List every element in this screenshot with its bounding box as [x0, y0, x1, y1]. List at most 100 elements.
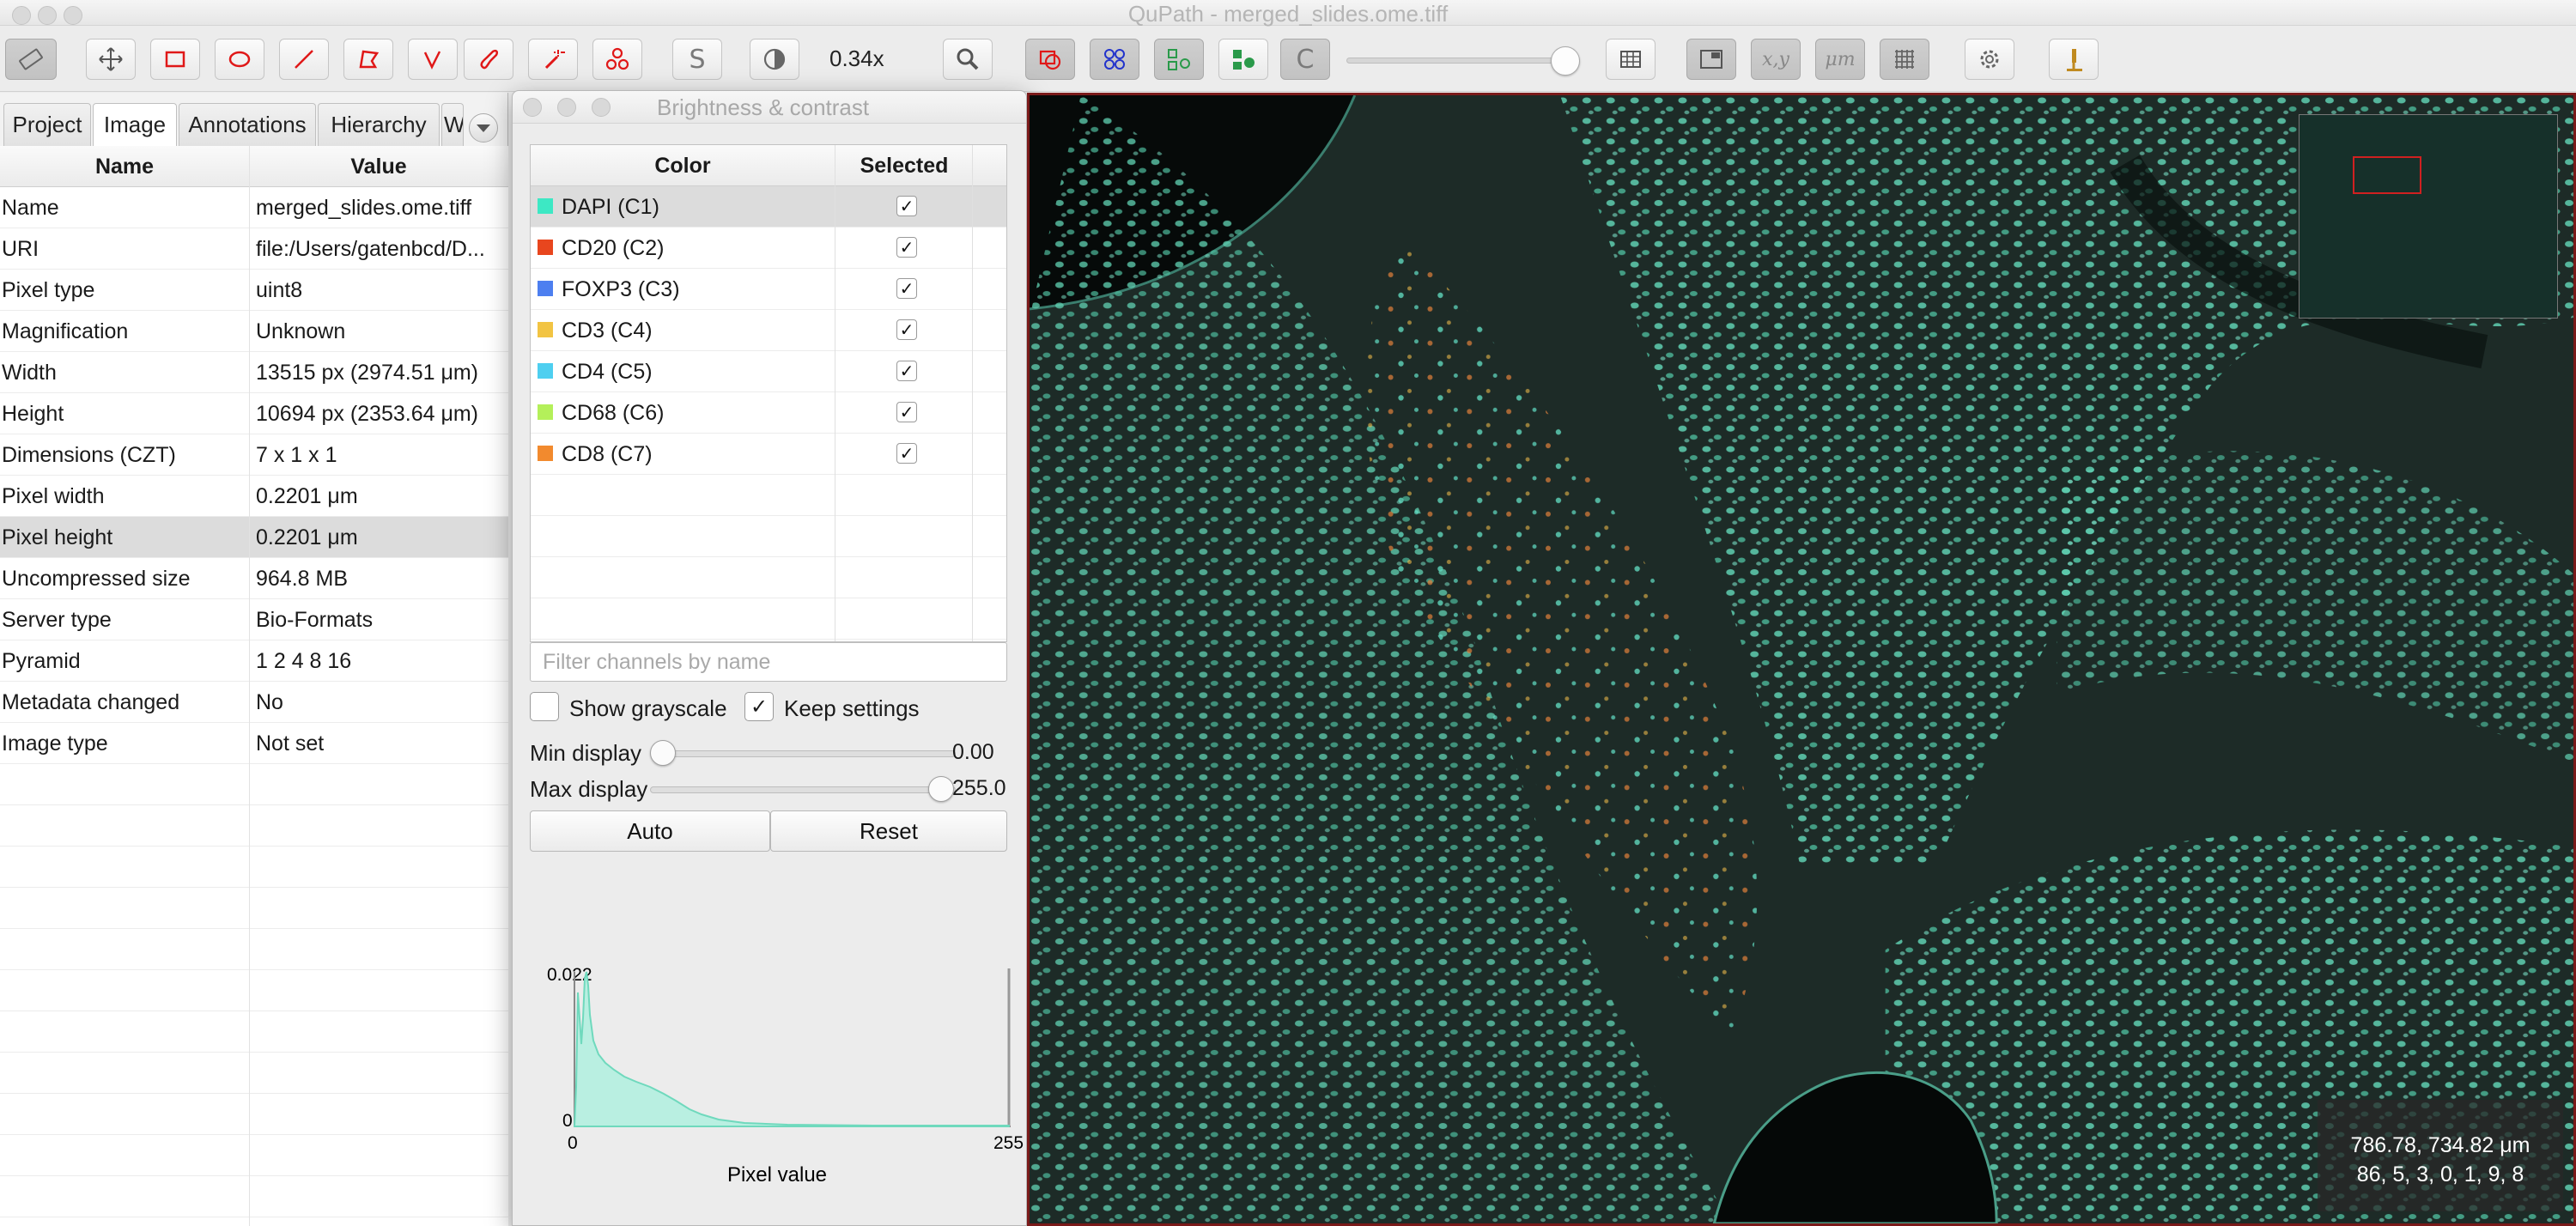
table-row[interactable] [0, 888, 508, 929]
table-row[interactable]: URI file:/Users/gatenbcd/D... [0, 228, 508, 270]
window-zoom-button[interactable] [64, 6, 82, 25]
channel-selected-checkbox[interactable]: ✓ [896, 319, 917, 340]
table-row[interactable] [0, 764, 508, 805]
table-row[interactable] [0, 1176, 508, 1217]
table-row[interactable]: Magnification Unknown [0, 311, 508, 352]
table-row[interactable]: Uncompressed size 964.8 MB [0, 558, 508, 599]
table-row[interactable]: Pixel width 0.2201 μm [0, 476, 508, 517]
channel-selected-checkbox[interactable]: ✓ [896, 278, 917, 299]
table-row[interactable]: Image type Not set [0, 723, 508, 764]
table-row[interactable] [0, 1135, 508, 1176]
overview-viewport-rectangle [2353, 156, 2421, 194]
overview-thumbnail[interactable] [2299, 114, 2558, 319]
show-annotations-button[interactable] [1025, 39, 1075, 80]
table-row[interactable]: Height 10694 px (2353.64 μm) [0, 393, 508, 434]
wand-tool-button[interactable] [528, 39, 578, 80]
dialog-close-button[interactable] [523, 98, 542, 117]
channel-row[interactable]: DAPI (C1) ✓ [531, 186, 1006, 228]
channel-row[interactable]: CD3 (C4) ✓ [531, 310, 1006, 351]
keep-settings-checkbox[interactable]: ✓ [744, 692, 774, 721]
table-row[interactable]: Pixel height 0.2201 μm [0, 517, 508, 558]
dialog-zoom-button[interactable] [592, 98, 611, 117]
min-display-slider[interactable] [659, 750, 956, 757]
move-tool-button[interactable] [86, 39, 136, 80]
property-value-cell: 964.8 MB [256, 567, 349, 591]
line-tool-button[interactable] [279, 39, 329, 80]
property-name-cell: Pixel type [2, 278, 95, 302]
show-location-button[interactable]: x,y [1751, 39, 1801, 80]
dialog-minimize-button[interactable] [557, 98, 576, 117]
table-row[interactable]: Dimensions (CZT) 7 x 1 x 1 [0, 434, 508, 476]
column-header-value[interactable]: Value [350, 155, 407, 179]
polygon-tool-button[interactable] [343, 39, 393, 80]
window-close-button[interactable] [12, 6, 31, 25]
brightness-contrast-button[interactable] [750, 39, 799, 80]
polyline-tool-button[interactable] [408, 39, 458, 80]
channel-selected-checkbox[interactable]: ✓ [896, 196, 917, 216]
channel-row[interactable]: FOXP3 (C3) ✓ [531, 269, 1006, 310]
measurement-table-button[interactable] [1606, 39, 1656, 80]
zoom-to-fit-button[interactable] [943, 39, 993, 80]
table-row[interactable] [0, 1011, 508, 1053]
show-grayscale-checkbox[interactable] [530, 692, 559, 721]
table-row[interactable]: Pixel type uint8 [0, 270, 508, 311]
fill-detections-button[interactable] [1218, 39, 1268, 80]
points-tool-button[interactable] [592, 39, 642, 80]
table-row[interactable] [0, 1053, 508, 1094]
show-scalebar-button[interactable]: μm [1815, 39, 1865, 80]
tab-hierarchy[interactable]: Hierarchy [318, 103, 440, 146]
table-row[interactable] [0, 1094, 508, 1135]
max-display-slider-thumb[interactable] [928, 776, 954, 802]
preferences-button[interactable] [1965, 39, 2014, 80]
rectangle-tool-button[interactable] [150, 39, 200, 80]
table-row[interactable] [531, 557, 1006, 598]
column-header-color[interactable]: Color [654, 154, 711, 178]
channel-selected-checkbox[interactable]: ✓ [896, 237, 917, 258]
max-display-slider[interactable] [650, 786, 956, 793]
image-viewer[interactable]: 786.78, 734.82 μm 86, 5, 3, 0, 1, 9, 8 [1027, 93, 2576, 1226]
show-detections-button[interactable] [1154, 39, 1204, 80]
tab-project[interactable]: Project [3, 103, 91, 146]
table-row[interactable]: Pyramid 1 2 4 8 16 [0, 640, 508, 682]
brush-tool-button[interactable] [464, 39, 513, 80]
column-header-name[interactable]: Name [94, 155, 155, 179]
channel-selected-checkbox[interactable]: ✓ [896, 443, 917, 464]
reset-button[interactable]: Reset [770, 810, 1007, 852]
table-row[interactable]: Metadata changed No [0, 682, 508, 723]
channel-selected-checkbox[interactable]: ✓ [896, 361, 917, 381]
show-cell-boundaries-button[interactable]: C [1280, 39, 1330, 80]
table-row[interactable] [531, 598, 1006, 640]
table-row[interactable] [0, 970, 508, 1011]
table-row[interactable] [0, 805, 508, 847]
measure-tool-button[interactable] [5, 39, 57, 80]
tab-workflow[interactable]: W [441, 103, 464, 146]
window-minimize-button[interactable] [38, 6, 57, 25]
show-tma-grid-button[interactable] [1090, 39, 1139, 80]
table-row[interactable] [0, 929, 508, 970]
min-display-slider-thumb[interactable] [650, 740, 676, 766]
table-row[interactable] [531, 475, 1006, 516]
auto-button[interactable]: Auto [530, 810, 770, 852]
channel-row[interactable]: CD8 (C7) ✓ [531, 434, 1006, 475]
show-grid-button[interactable] [1880, 39, 1929, 80]
channel-row[interactable]: CD68 (C6) ✓ [531, 392, 1006, 434]
selection-mode-button[interactable]: S [672, 39, 722, 80]
tab-image[interactable]: Image [93, 103, 177, 146]
tab-overflow-menu-button[interactable] [469, 113, 498, 143]
table-row[interactable] [531, 516, 1006, 557]
channel-selected-checkbox[interactable]: ✓ [896, 402, 917, 422]
column-header-selected[interactable]: Selected [860, 154, 949, 178]
table-row[interactable]: Width 13515 px (2974.51 μm) [0, 352, 508, 393]
ellipse-tool-button[interactable] [215, 39, 264, 80]
opacity-slider-thumb[interactable] [1551, 46, 1580, 76]
log-viewer-button[interactable] [2049, 39, 2099, 80]
channel-row[interactable]: CD20 (C2) ✓ [531, 228, 1006, 269]
tab-annotations[interactable]: Annotations [179, 103, 316, 146]
show-overview-button[interactable] [1686, 39, 1736, 80]
opacity-slider-track[interactable] [1346, 58, 1580, 64]
channel-filter-input[interactable] [530, 642, 1007, 682]
channel-row[interactable]: CD4 (C5) ✓ [531, 351, 1006, 392]
table-row[interactable]: Name merged_slides.ome.tiff [0, 187, 508, 228]
table-row[interactable] [0, 847, 508, 888]
table-row[interactable]: Server type Bio-Formats [0, 599, 508, 640]
